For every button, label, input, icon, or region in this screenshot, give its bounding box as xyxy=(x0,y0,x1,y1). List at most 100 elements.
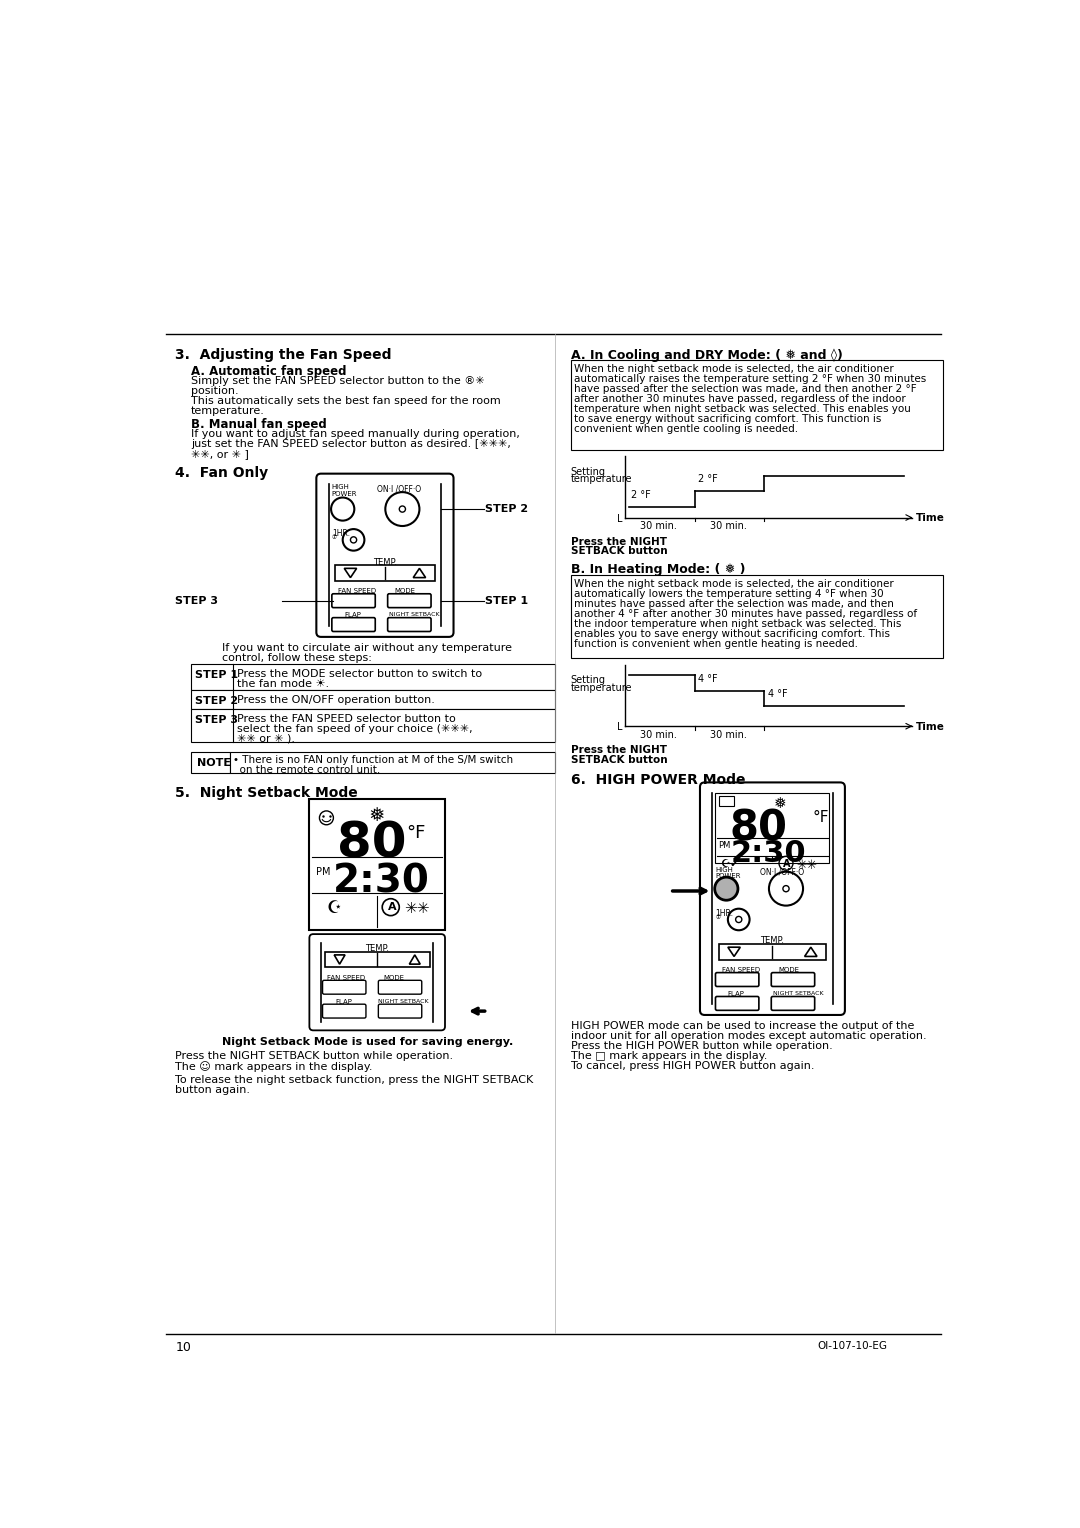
Text: 10: 10 xyxy=(175,1342,191,1354)
Text: ✳✳: ✳✳ xyxy=(404,902,430,915)
Text: STEP 3: STEP 3 xyxy=(194,715,238,724)
Text: L: L xyxy=(617,513,622,524)
FancyBboxPatch shape xyxy=(378,981,422,995)
Text: FLAP: FLAP xyxy=(728,992,745,998)
Text: 2:30: 2:30 xyxy=(333,862,430,900)
Text: ❅: ❅ xyxy=(368,805,384,825)
Text: 80: 80 xyxy=(337,819,406,868)
Text: Night Setback Mode is used for saving energy.: Night Setback Mode is used for saving en… xyxy=(221,1038,513,1047)
Text: have passed after the selection was made, and then another 2 °F: have passed after the selection was made… xyxy=(575,385,917,394)
Text: temperature: temperature xyxy=(570,474,632,484)
Text: OI-107-10-EG: OI-107-10-EG xyxy=(816,1342,887,1351)
Text: temperature when night setback was selected. This enables you: temperature when night setback was selec… xyxy=(575,405,912,414)
Text: function is convenient when gentle heating is needed.: function is convenient when gentle heati… xyxy=(575,639,859,649)
Text: 2 °F: 2 °F xyxy=(699,474,718,484)
Text: NOTE: NOTE xyxy=(197,758,231,767)
Text: TEMP.: TEMP. xyxy=(373,558,396,567)
Text: ✳✳: ✳✳ xyxy=(797,859,818,871)
Text: 4 °F: 4 °F xyxy=(699,674,718,685)
FancyBboxPatch shape xyxy=(309,799,445,931)
Text: Setting: Setting xyxy=(570,675,606,686)
Text: the fan mode ☀.: the fan mode ☀. xyxy=(238,680,329,689)
Text: Time: Time xyxy=(916,721,945,732)
Text: If you want to adjust fan speed manually during operation,: If you want to adjust fan speed manually… xyxy=(191,429,519,439)
Text: A: A xyxy=(388,902,396,912)
Text: PM: PM xyxy=(718,840,731,850)
Text: The ☺ mark appears in the display.: The ☺ mark appears in the display. xyxy=(175,1060,373,1073)
Text: MODE: MODE xyxy=(779,967,799,973)
Text: 30 min.: 30 min. xyxy=(640,521,677,532)
Text: ON·I /OFF·O: ON·I /OFF·O xyxy=(377,484,421,494)
Text: 4.  Fan Only: 4. Fan Only xyxy=(175,466,269,480)
Text: position.: position. xyxy=(191,387,239,396)
Text: A. In Cooling and DRY Mode: ( ❅ and ◊): A. In Cooling and DRY Mode: ( ❅ and ◊) xyxy=(570,348,842,362)
FancyBboxPatch shape xyxy=(715,973,759,987)
FancyBboxPatch shape xyxy=(715,996,759,1010)
FancyBboxPatch shape xyxy=(191,691,555,709)
Text: Press the MODE selector button to switch to: Press the MODE selector button to switch… xyxy=(238,669,483,680)
Text: the indoor temperature when night setback was selected. This: the indoor temperature when night setbac… xyxy=(575,619,902,630)
FancyBboxPatch shape xyxy=(309,934,445,1030)
Text: STEP 2: STEP 2 xyxy=(194,697,238,706)
Text: TEMP.: TEMP. xyxy=(365,944,389,953)
FancyBboxPatch shape xyxy=(378,1004,422,1018)
Text: Setting: Setting xyxy=(570,466,606,477)
Text: 5.  Night Setback Mode: 5. Night Setback Mode xyxy=(175,785,359,799)
FancyBboxPatch shape xyxy=(191,663,555,691)
Text: STEP 3: STEP 3 xyxy=(175,596,218,607)
Text: Press the NIGHT: Press the NIGHT xyxy=(570,536,666,547)
Text: automatically lowers the temperature setting 4 °F when 30: automatically lowers the temperature set… xyxy=(575,590,885,599)
Text: temperature.: temperature. xyxy=(191,406,265,416)
Text: Press the FAN SPEED selector button to: Press the FAN SPEED selector button to xyxy=(238,714,456,724)
Text: minutes have passed after the selection was made, and then: minutes have passed after the selection … xyxy=(575,599,894,610)
FancyBboxPatch shape xyxy=(332,594,375,608)
FancyBboxPatch shape xyxy=(191,709,555,743)
Text: FAN SPEED: FAN SPEED xyxy=(721,967,760,973)
Text: temperature: temperature xyxy=(570,683,632,694)
Text: 30 min.: 30 min. xyxy=(640,730,677,740)
FancyBboxPatch shape xyxy=(718,944,826,960)
FancyBboxPatch shape xyxy=(718,796,734,805)
Text: Press the ON/OFF operation button.: Press the ON/OFF operation button. xyxy=(238,695,435,706)
Text: NIGHT SETBACK: NIGHT SETBACK xyxy=(378,999,429,1004)
Text: after another 30 minutes have passed, regardless of the indoor: after another 30 minutes have passed, re… xyxy=(575,394,906,405)
FancyBboxPatch shape xyxy=(191,752,230,773)
Text: ✳✳ or ✳ ).: ✳✳ or ✳ ). xyxy=(238,733,295,744)
FancyBboxPatch shape xyxy=(325,952,430,967)
Text: MODE: MODE xyxy=(383,975,404,981)
Text: FLAP: FLAP xyxy=(345,613,361,619)
Text: ①: ① xyxy=(715,915,720,920)
Text: ①: ① xyxy=(332,535,337,541)
Text: A. Automatic fan speed: A. Automatic fan speed xyxy=(191,365,347,377)
Text: L: L xyxy=(617,723,622,732)
Text: to save energy without sacrificing comfort. This function is: to save energy without sacrificing comfo… xyxy=(575,414,881,425)
Text: B. In Heating Mode: ( ❅ ): B. In Heating Mode: ( ❅ ) xyxy=(570,562,745,576)
Text: 80: 80 xyxy=(729,807,787,850)
Text: Time: Time xyxy=(916,513,945,523)
Text: • There is no FAN only function at M of the S/M switch: • There is no FAN only function at M of … xyxy=(233,755,514,766)
Text: STEP 1: STEP 1 xyxy=(485,596,528,607)
Text: ✳✳, or ✳ ]: ✳✳, or ✳ ] xyxy=(191,449,248,458)
FancyBboxPatch shape xyxy=(570,575,943,659)
Text: HIGH: HIGH xyxy=(715,866,733,872)
FancyBboxPatch shape xyxy=(230,752,555,773)
Text: convenient when gentle cooling is needed.: convenient when gentle cooling is needed… xyxy=(575,425,798,434)
FancyBboxPatch shape xyxy=(388,594,431,608)
Text: SETBACK button: SETBACK button xyxy=(570,755,667,764)
FancyBboxPatch shape xyxy=(332,617,375,631)
Text: HIGH: HIGH xyxy=(332,484,350,490)
Text: indoor unit for all operation modes except automatic operation.: indoor unit for all operation modes exce… xyxy=(570,1031,927,1041)
Text: °F: °F xyxy=(812,810,828,825)
Text: 30 min.: 30 min. xyxy=(710,521,747,532)
Text: Simply set the FAN SPEED selector button to the ®✳: Simply set the FAN SPEED selector button… xyxy=(191,376,485,387)
Text: select the fan speed of your choice (✳✳✳,: select the fan speed of your choice (✳✳✳… xyxy=(238,724,473,733)
Text: FLAP: FLAP xyxy=(335,999,352,1005)
Text: automatically raises the temperature setting 2 °F when 30 minutes: automatically raises the temperature set… xyxy=(575,374,927,385)
Text: TEMP.: TEMP. xyxy=(760,937,784,946)
Text: control, follow these steps:: control, follow these steps: xyxy=(221,652,372,663)
Text: FAN SPEED: FAN SPEED xyxy=(327,975,365,981)
Text: The □ mark appears in the display.: The □ mark appears in the display. xyxy=(570,1051,767,1060)
Text: STEP 2: STEP 2 xyxy=(485,504,528,515)
Text: °F: °F xyxy=(406,824,426,842)
Circle shape xyxy=(715,877,738,900)
